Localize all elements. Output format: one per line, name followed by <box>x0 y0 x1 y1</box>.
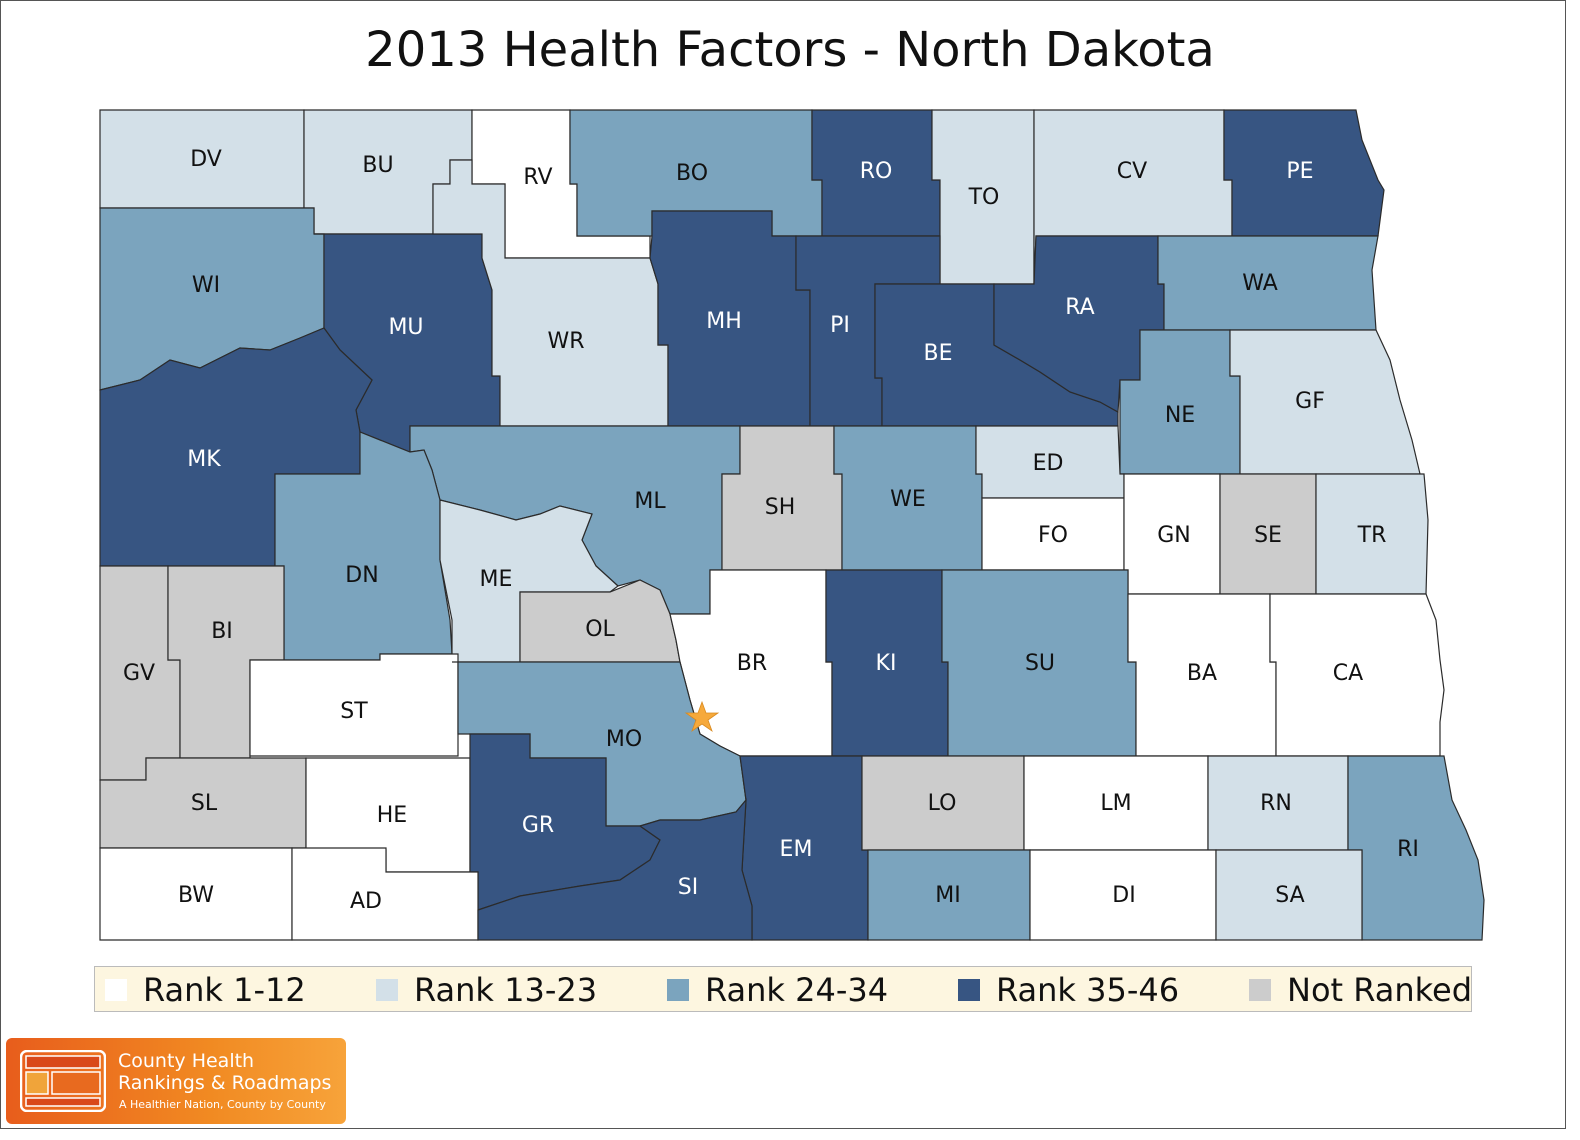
county-label-ki: KI <box>876 651 897 676</box>
county-label-ml: ML <box>634 489 666 514</box>
legend-swatch <box>667 979 689 1001</box>
county-label-gr: GR <box>522 813 554 838</box>
county-label-bw: BW <box>178 883 214 908</box>
county-label-sa: SA <box>1275 883 1304 908</box>
county-label-ad: AD <box>350 889 382 914</box>
legend-swatch <box>376 979 398 1001</box>
county-label-su: SU <box>1025 651 1055 676</box>
logo-mark-icon <box>20 1050 106 1112</box>
county-label-wr: WR <box>547 329 584 354</box>
county-label-bu: BU <box>362 153 393 178</box>
county-label-br: BR <box>737 651 767 676</box>
legend-swatch <box>958 979 980 1001</box>
county-label-st: ST <box>340 699 368 724</box>
county-label-ol: OL <box>585 617 615 642</box>
legend-label: Rank 24-34 <box>705 971 889 1009</box>
county-label-we: WE <box>890 487 926 512</box>
county-label-si: SI <box>678 875 698 900</box>
county-label-ba: BA <box>1187 661 1217 686</box>
county-tr <box>1315 473 1429 595</box>
county-label-ri: RI <box>1397 837 1419 862</box>
county-label-lm: LM <box>1100 791 1131 816</box>
county-label-gv: GV <box>123 661 155 686</box>
county-label-gf: GF <box>1295 389 1325 414</box>
legend-item-rank-1-12: Rank 1-12 <box>105 971 306 1009</box>
county-label-ed: ED <box>1033 451 1064 476</box>
county-sa <box>1215 849 1363 941</box>
county-label-cv: CV <box>1117 159 1147 184</box>
legend-swatch <box>1249 979 1271 1001</box>
county-label-fo: FO <box>1038 523 1068 548</box>
county-label-wa: WA <box>1242 271 1278 296</box>
county-ca <box>1269 593 1445 757</box>
county-label-ro: RO <box>860 159 893 184</box>
legend-item-rank-35-46: Rank 35-46 <box>958 971 1180 1009</box>
capital-star-icon <box>684 700 720 733</box>
county-label-rv: RV <box>523 165 552 190</box>
county-gf <box>1229 329 1421 475</box>
county-si <box>477 798 753 941</box>
county-me <box>439 499 619 663</box>
county-label-lo: LO <box>928 791 957 816</box>
county-label-mu: MU <box>388 315 423 340</box>
county-label-mh: MH <box>706 309 742 334</box>
county-label-bo: BO <box>676 161 708 186</box>
county-label-gn: GN <box>1157 523 1191 548</box>
county-label-sh: SH <box>765 495 796 520</box>
county-label-ca: CA <box>1333 661 1363 686</box>
county-label-dv: DV <box>190 147 222 172</box>
map-title: 2013 Health Factors - North Dakota <box>365 22 1215 78</box>
county-label-ra: RA <box>1065 295 1094 320</box>
county-label-tr: TR <box>1357 523 1387 548</box>
legend-label: Rank 13-23 <box>414 971 598 1009</box>
county-label-di: DI <box>1112 883 1135 908</box>
legend-item-rank-13-23: Rank 13-23 <box>376 971 598 1009</box>
county-label-em: EM <box>780 837 813 862</box>
county-label-pe: PE <box>1286 159 1313 184</box>
logo-tagline: A Healthier Nation, County by County <box>119 1098 326 1111</box>
county-label-mk: MK <box>187 447 221 472</box>
county-label-wi: WI <box>192 273 220 298</box>
county-label-ne: NE <box>1165 403 1195 428</box>
legend-label: Rank 35-46 <box>996 971 1180 1009</box>
county-label-me: ME <box>480 567 513 592</box>
county-label-be: BE <box>924 341 953 366</box>
legend-item-not-ranked: Not Ranked <box>1249 971 1473 1009</box>
legend-label: Rank 1-12 <box>143 971 306 1009</box>
county-st <box>249 653 459 757</box>
legend-item-rank-24-34: Rank 24-34 <box>667 971 889 1009</box>
county-label-se: SE <box>1254 523 1282 548</box>
county-ad <box>291 847 479 941</box>
logo-text-line2: Rankings & Roadmaps <box>118 1072 332 1094</box>
county-label-mi: MI <box>935 883 960 908</box>
county-label-dn: DN <box>345 563 378 588</box>
county-label-pi: PI <box>830 313 850 338</box>
map-legend: Rank 1-12 Rank 13-23 Rank 24-34 Rank 35-… <box>94 966 1472 1012</box>
chrr-logo: County Health Rankings & Roadmaps A Heal… <box>6 1038 346 1124</box>
county-pe <box>1223 109 1385 237</box>
legend-swatch <box>105 979 127 1001</box>
county-label-mo: MO <box>606 727 642 752</box>
county-label-rn: RN <box>1260 791 1292 816</box>
county-map: DV BU RV BO RO TO CV PE WI MU WR MH PI BE RA WA NE GF MK ML… <box>99 109 1485 941</box>
county-label-to: TO <box>968 185 1000 210</box>
county-label-he: HE <box>377 803 407 828</box>
county-label-bi: BI <box>211 619 233 644</box>
logo-text-line1: County Health <box>118 1050 255 1072</box>
legend-label: Not Ranked <box>1287 971 1473 1009</box>
county-label-sl: SL <box>191 791 218 816</box>
